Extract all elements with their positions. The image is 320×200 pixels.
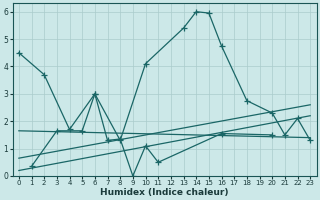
X-axis label: Humidex (Indice chaleur): Humidex (Indice chaleur) [100,188,229,197]
